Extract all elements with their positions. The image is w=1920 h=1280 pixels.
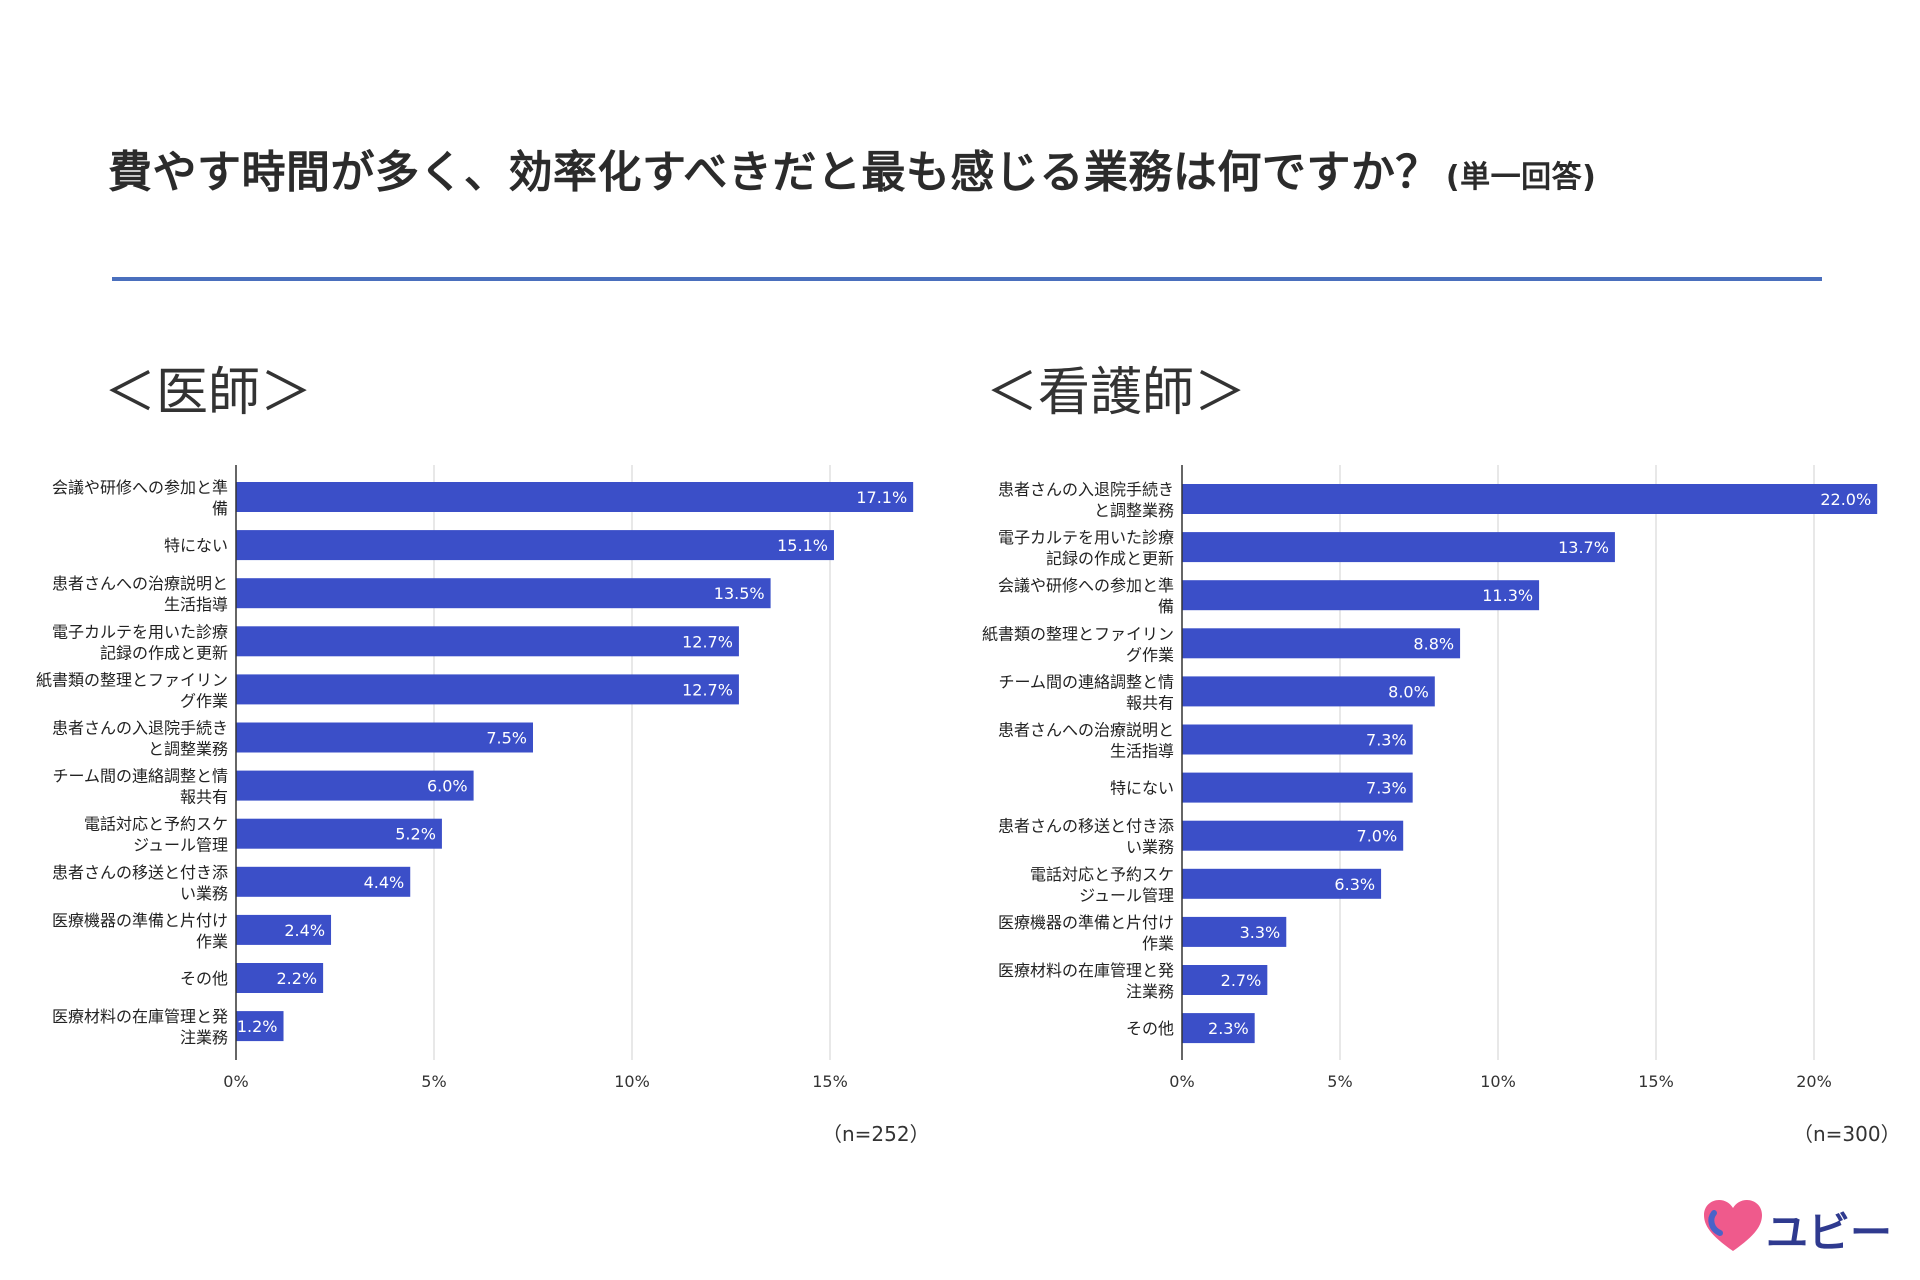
bar-value-label: 5.2%	[395, 825, 436, 844]
bar-value-label: 2.2%	[276, 969, 317, 988]
bar-value-label: 2.4%	[284, 921, 325, 940]
category-label: 特にない	[1110, 779, 1174, 798]
bar-value-label: 4.4%	[364, 873, 405, 892]
bar	[1182, 916, 1287, 947]
bar	[1182, 628, 1461, 659]
category-label: 紙書類の整理とファイリング作業	[36, 670, 228, 710]
section-title-nurses: ＜看護師＞	[986, 363, 1247, 423]
bar	[1182, 820, 1404, 851]
logo-text: ユビー	[1766, 1208, 1893, 1257]
bar-value-label: 3.3%	[1240, 923, 1281, 942]
x-tick-label: 15%	[812, 1072, 848, 1091]
category-label: 医療材料の在庫管理と発注業務	[998, 961, 1174, 1001]
bar	[1182, 580, 1540, 611]
page-title-main: 費やす時間が多く、効率化すべきだと最も感じる業務は何ですか？	[108, 147, 1440, 198]
bar-value-label: 7.3%	[1366, 779, 1407, 798]
bar	[1182, 868, 1382, 899]
category-label: 会議や研修への参加と準備	[998, 576, 1174, 616]
bar	[1182, 676, 1435, 707]
category-label: 電子カルテを用いた診療記録の作成と更新	[52, 622, 228, 662]
bar-value-label: 1.2%	[237, 1017, 278, 1036]
heart-icon	[1704, 1200, 1762, 1251]
category-label: 患者さんの移送と付き添い業務	[998, 817, 1174, 857]
x-tick-label: 5%	[421, 1072, 446, 1091]
bar	[236, 578, 771, 609]
x-tick-label: 0%	[223, 1072, 248, 1091]
bar-value-label: 8.0%	[1388, 682, 1429, 701]
x-tick-label: 20%	[1796, 1072, 1832, 1091]
category-label: 電子カルテを用いた診療記録の作成と更新	[998, 528, 1174, 568]
bar	[1182, 772, 1413, 803]
category-label: 会議や研修への参加と準備	[52, 478, 228, 518]
bar	[236, 530, 834, 561]
category-label: 患者さんの移送と付き添い業務	[52, 863, 228, 903]
bar-value-label: 2.3%	[1208, 1019, 1249, 1038]
x-tick-label: 0%	[1169, 1072, 1194, 1091]
x-tick-label: 5%	[1327, 1072, 1352, 1091]
chart-doctors: 0% 5% 10% 15% 17.1% 会議や研修への参加と準備 15.1% 特にない 13.5…	[36, 465, 914, 1091]
x-tick-label: 10%	[1480, 1072, 1516, 1091]
bar	[1182, 965, 1268, 995]
bar	[236, 963, 324, 993]
category-label: チーム間の連絡調整と情報共有	[52, 767, 228, 807]
bar-value-label: 13.7%	[1558, 538, 1609, 557]
bar-value-label: 12.7%	[682, 632, 733, 651]
bar-value-label: 13.5%	[714, 584, 765, 603]
bar-value-label: 6.0%	[427, 777, 468, 796]
category-label: 電話対応と予約スケジュール管理	[1030, 865, 1174, 905]
bar	[1182, 1013, 1255, 1044]
category-label: 医療材料の在庫管理と発注業務	[52, 1007, 228, 1047]
bar-value-label: 7.5%	[486, 729, 527, 748]
bar	[236, 674, 739, 705]
bar-value-label: 17.1%	[856, 488, 907, 507]
category-label: 医療機器の準備と片付け作業	[998, 913, 1174, 953]
bar	[236, 866, 411, 897]
category-label: チーム間の連絡調整と情報共有	[998, 672, 1174, 712]
page-title: 費やす時間が多く、効率化すべきだと最も感じる業務は何ですか？ (単一回答)	[108, 136, 1596, 200]
category-label: 電話対応と予約スケジュール管理	[84, 815, 228, 855]
bar-value-label: 15.1%	[777, 536, 828, 555]
x-tick-label: 10%	[614, 1072, 650, 1091]
category-label: 患者さんへの治療説明と生活指導	[52, 574, 228, 614]
bar-value-label: 7.0%	[1357, 827, 1398, 846]
bar	[236, 626, 739, 657]
page-title-sub: (単一回答)	[1445, 160, 1597, 195]
bar	[236, 1011, 284, 1042]
category-label: 患者さんの入退院手続きと調整業務	[52, 719, 228, 759]
bar-value-label: 2.7%	[1221, 971, 1262, 990]
bar	[236, 818, 442, 849]
category-label: 患者さんへの治療説明と生活指導	[998, 721, 1174, 761]
bar-value-label: 8.8%	[1413, 634, 1454, 653]
category-label: その他	[1126, 1019, 1174, 1038]
bar-value-label: 11.3%	[1482, 586, 1533, 605]
bar-value-label: 12.7%	[682, 680, 733, 699]
title-divider	[112, 277, 1822, 281]
category-label: 患者さんの入退院手続きと調整業務	[998, 480, 1174, 520]
bar	[236, 482, 914, 512]
category-label: 医療機器の準備と片付け作業	[52, 911, 228, 951]
category-label: 紙書類の整理とファイリング作業	[982, 624, 1174, 664]
category-label: 特にない	[164, 536, 228, 555]
bar	[1182, 724, 1413, 755]
bar	[236, 770, 474, 801]
bar-value-label: 7.3%	[1366, 731, 1407, 750]
sample-size-doctors: （n=252）	[822, 1122, 930, 1146]
bar	[236, 722, 533, 753]
bar	[236, 914, 332, 945]
category-label: その他	[180, 969, 228, 988]
bar	[1182, 532, 1615, 563]
sample-size-nurses: （n=300）	[1793, 1122, 1901, 1146]
bar-value-label: 6.3%	[1334, 875, 1375, 894]
ubie-logo: ユビー	[1700, 1197, 1893, 1257]
bar-value-label: 22.0%	[1820, 490, 1871, 509]
bar	[1182, 484, 1878, 514]
x-tick-label: 15%	[1638, 1072, 1674, 1091]
chart-nurses: 0% 5% 10% 15% 20% 22.0% 患者さんの入退院手続きと調整業務 13.7% 電…	[982, 465, 1878, 1091]
section-title-doctors: ＜医師＞	[104, 363, 313, 423]
